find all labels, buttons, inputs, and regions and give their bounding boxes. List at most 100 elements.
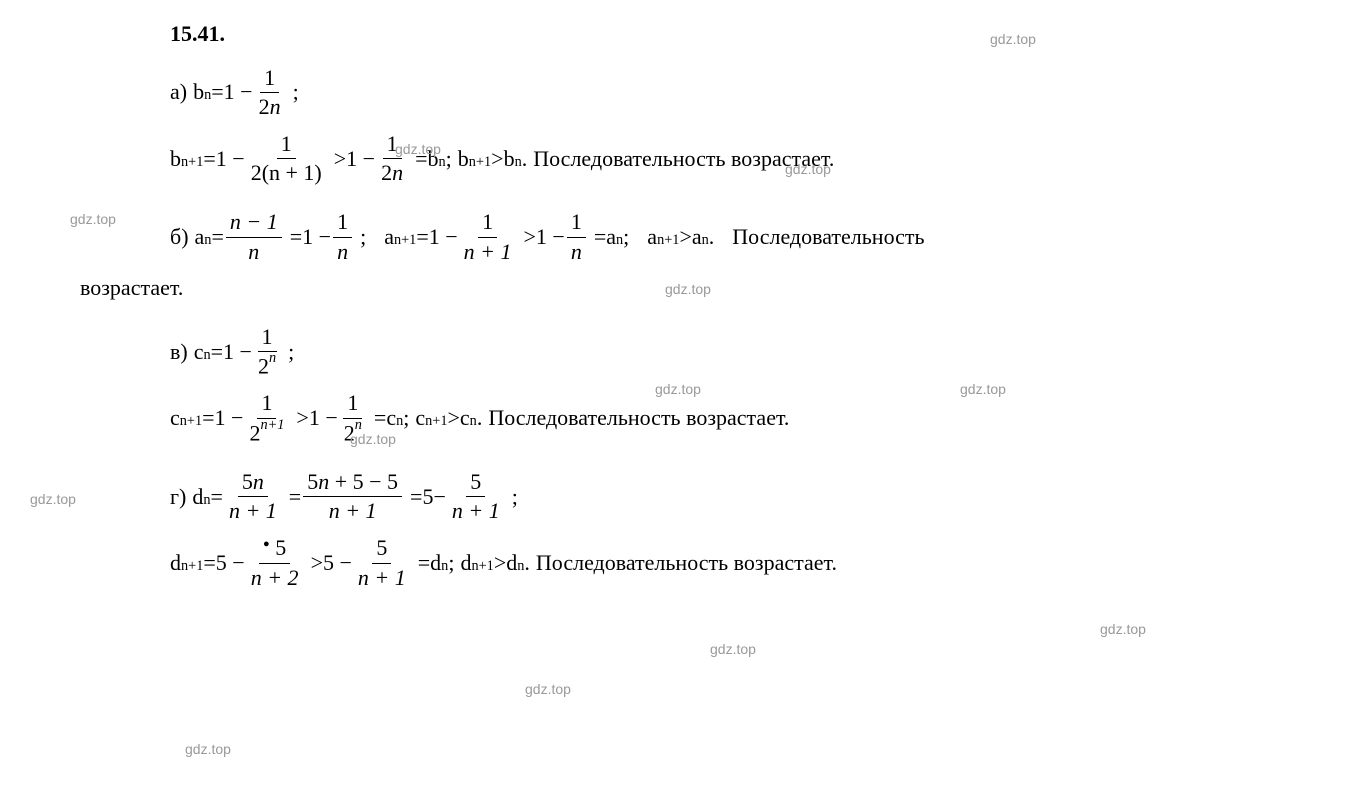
part-c-line2: cn+1 =1 − 1 2n+1 >1 − 1 2n =cn ; cn+1 >c… <box>170 389 1278 448</box>
text: >1 − <box>296 404 337 433</box>
text: ; <box>448 549 454 578</box>
denominator: n + 2 <box>247 564 303 593</box>
denominator: n <box>567 238 586 267</box>
exponent: n <box>269 350 276 366</box>
subscript: n+1 <box>180 412 202 431</box>
text: ; <box>446 145 452 174</box>
fraction: 1 2n <box>254 323 280 382</box>
denominator: n + 1 <box>448 497 504 526</box>
numerator: ● 5 <box>259 534 290 564</box>
subscript: n+1 <box>181 153 203 172</box>
text: =1 − <box>211 78 252 107</box>
text: =d <box>418 549 441 578</box>
text: ; <box>403 404 409 433</box>
text: . <box>477 404 483 433</box>
denominator: 2n+1 <box>245 419 288 448</box>
subscript: n <box>441 557 448 576</box>
part-d-label: г) <box>170 483 186 512</box>
part-a-line2: bn+1 =1 − 1 2(n + 1) >1 − 1 2n =bn ; bn+… <box>170 130 1278 188</box>
text: >d <box>494 549 517 578</box>
denominator: n + 1 <box>325 497 381 526</box>
numerator: 1 <box>383 130 402 160</box>
numerator: 1 <box>478 208 497 238</box>
text: . <box>524 549 530 578</box>
fraction: 1 2n <box>255 64 285 122</box>
text: =5− <box>410 483 446 512</box>
part-c-line1: в) cn =1 − 1 2n ; <box>170 323 1278 382</box>
text: >c <box>448 404 470 433</box>
text: = <box>289 483 301 512</box>
fraction: 1 n <box>333 208 352 266</box>
text: =c <box>374 404 396 433</box>
subscript: n+1 <box>471 557 493 576</box>
part-d-line2: dn+1 =5 − ● 5 n + 2 >5 − 5 n + 1 =dn ; d… <box>170 534 1278 592</box>
numerator: 1 <box>333 208 352 238</box>
part-a-line1: а) bn =1 − 1 2n ; <box>170 64 1278 122</box>
numerator: 1 <box>277 130 296 160</box>
part-a-label: а) <box>170 78 187 107</box>
text: a <box>384 223 394 252</box>
subscript: n <box>204 86 211 105</box>
fraction: 1 2n <box>340 389 366 448</box>
watermark: gdz.top <box>185 740 231 758</box>
text: =5 − <box>203 549 244 578</box>
fraction: 1 2n <box>377 130 407 188</box>
text: c <box>194 338 204 367</box>
exponent: n <box>355 417 362 433</box>
watermark: gdz.top <box>1100 620 1146 638</box>
text: d <box>460 549 471 578</box>
denominator: n + 1 <box>354 564 410 593</box>
numerator: 5n + 5 − 5 <box>303 468 402 498</box>
text: >b <box>491 145 514 174</box>
subscript: n <box>517 557 524 576</box>
text: ; <box>623 223 629 252</box>
denominator: n + 1 <box>225 497 281 526</box>
text: . <box>709 223 715 252</box>
denominator: 2n <box>255 93 285 122</box>
numerator: 1 <box>258 323 277 353</box>
text: >5 − <box>311 549 352 578</box>
numerator: 5n <box>238 468 268 498</box>
subscript: n+1 <box>394 231 416 250</box>
text: >1 − <box>334 145 375 174</box>
fraction: 5n + 5 − 5 n + 1 <box>303 468 402 526</box>
subscript: n+1 <box>469 153 491 172</box>
subscript: n+1 <box>657 231 679 250</box>
watermark: gdz.top <box>525 680 571 698</box>
text: =1 − <box>211 338 252 367</box>
subscript: n+1 <box>425 412 447 431</box>
text: >a <box>679 223 701 252</box>
numerator: 1 <box>260 64 279 94</box>
text: ; <box>512 483 518 512</box>
text: a <box>647 223 657 252</box>
fraction: n − 1 n <box>226 208 282 266</box>
subscript: n <box>396 412 403 431</box>
text: =1 − <box>416 223 457 252</box>
fraction: 1 n + 1 <box>460 208 516 266</box>
fraction: ● 5 n + 2 <box>247 534 303 592</box>
conclusion: Последовательность возрастает. <box>533 145 834 174</box>
text: c <box>415 404 425 433</box>
fraction: 5n n + 1 <box>225 468 281 526</box>
text: >1 − <box>524 223 565 252</box>
text: =b <box>415 145 438 174</box>
subscript: n <box>439 153 446 172</box>
denominator: 2n <box>254 352 280 381</box>
conclusion: Последовательность возрастает. <box>488 404 789 433</box>
conclusion: Последовательность возрастает. <box>536 549 837 578</box>
denominator: 2n <box>377 159 407 188</box>
subscript: n <box>702 231 709 250</box>
denominator: n <box>333 238 352 267</box>
subscript: n <box>470 412 477 431</box>
fraction: 1 2(n + 1) <box>247 130 326 188</box>
part-b-label: б) <box>170 223 189 252</box>
denominator: n + 1 <box>460 238 516 267</box>
text: d <box>170 549 181 578</box>
part-d-line1: г) dn = 5n n + 1 = 5n + 5 − 5 n + 1 =5− … <box>170 468 1278 526</box>
subscript: n <box>203 491 210 510</box>
text: a <box>195 223 205 252</box>
text: . <box>522 145 528 174</box>
numerator: n − 1 <box>226 208 282 238</box>
text: =1 − <box>290 223 331 252</box>
text: = <box>211 223 223 252</box>
